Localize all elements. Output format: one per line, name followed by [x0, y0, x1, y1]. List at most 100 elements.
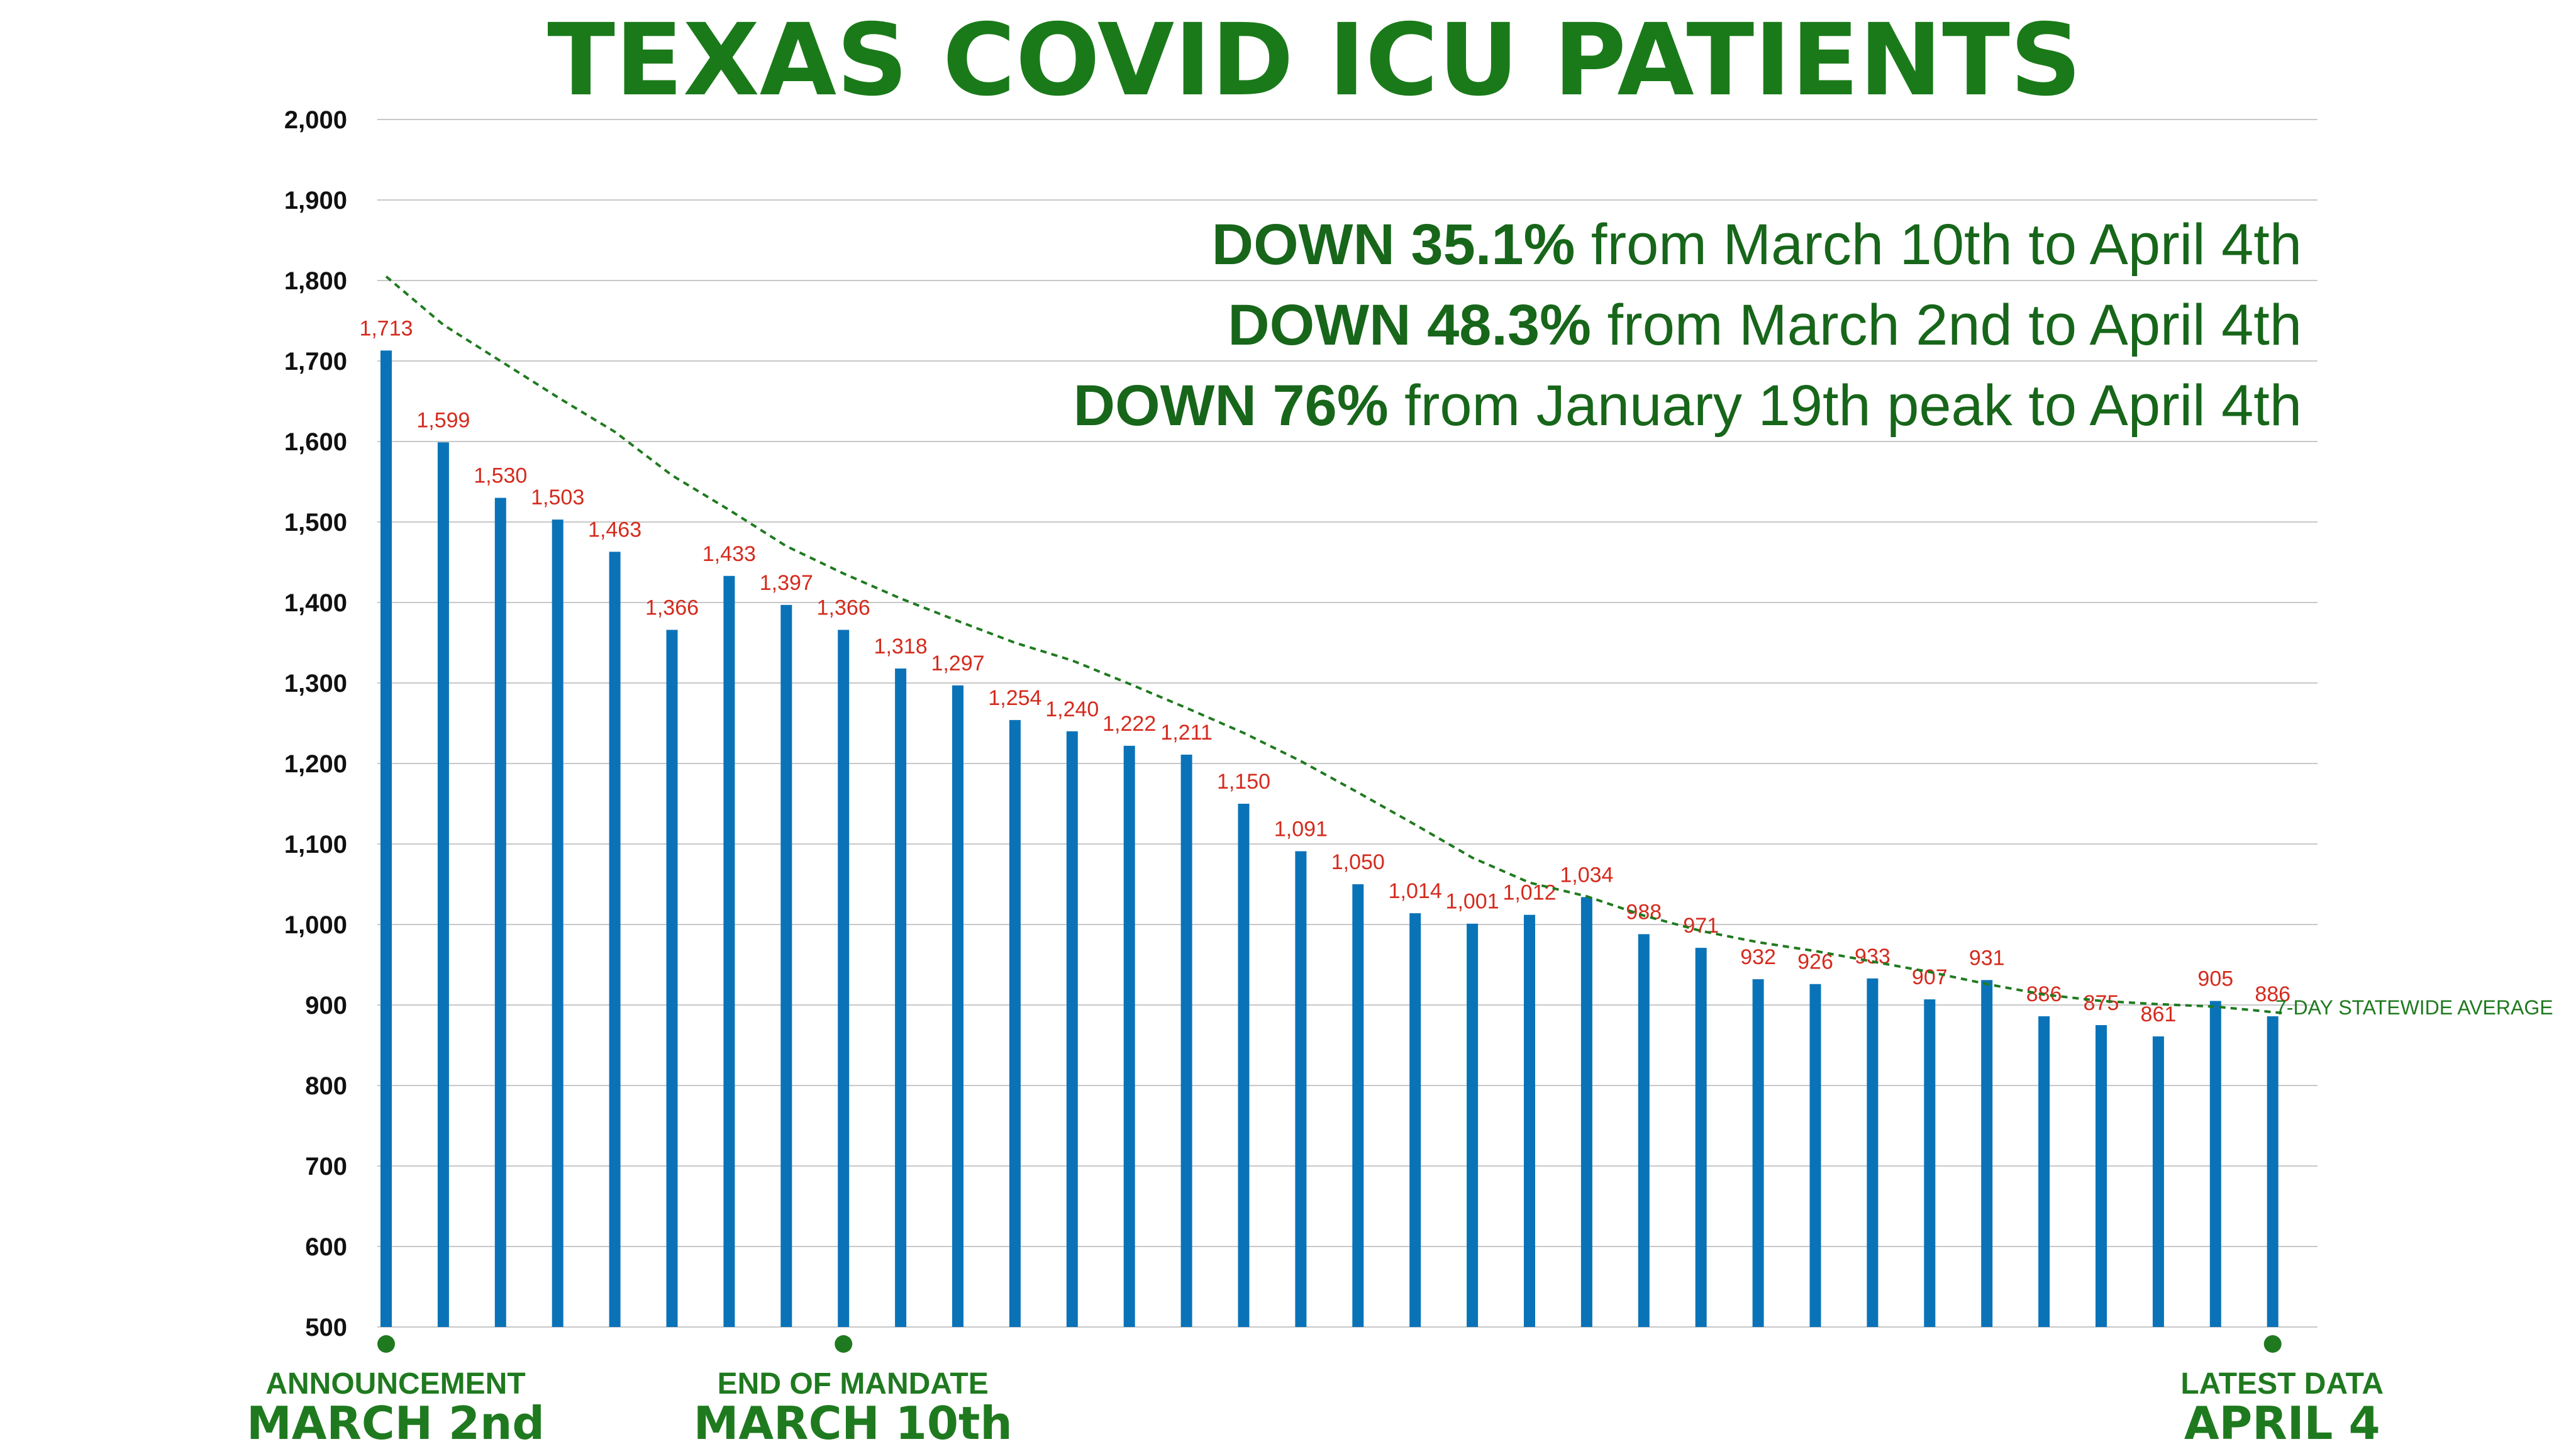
bar-value-label: 886 — [2255, 982, 2290, 1006]
bar — [2267, 1016, 2279, 1327]
y-tick-label: 1,400 — [284, 589, 347, 617]
bar-value-label: 1,366 — [645, 596, 699, 620]
bar-value-label: 861 — [2141, 1002, 2177, 1026]
bar-value-label: 1,713 — [359, 316, 413, 340]
bar-value-label: 905 — [2197, 967, 2233, 991]
bar — [1752, 979, 1764, 1327]
bar-value-label: 1,091 — [1274, 818, 1328, 841]
percent-change-annotation: DOWN 35.1% from March 10th to April 4th — [1212, 213, 2302, 277]
bar-value-label: 1,463 — [588, 518, 641, 541]
bar — [1580, 897, 1592, 1327]
percent-change-annotation: DOWN 76% from January 19th peak to April… — [1074, 374, 2302, 438]
bar-value-label: 1,397 — [760, 571, 813, 595]
bar — [1467, 923, 1479, 1327]
annotation-strong: DOWN 48.3% — [1228, 293, 1591, 357]
bar — [1981, 980, 1993, 1327]
y-tick-label: 600 — [305, 1233, 347, 1261]
bar — [494, 497, 506, 1327]
bar — [1638, 934, 1650, 1327]
percent-change-annotations: DOWN 35.1% from March 10th to April 4thD… — [1074, 213, 2302, 438]
percent-change-annotation: DOWN 48.3% from March 2nd to April 4th — [1228, 293, 2302, 357]
timeline-marker-dot — [2263, 1335, 2282, 1353]
timeline-marker-dot — [835, 1335, 853, 1353]
bar — [1123, 745, 1135, 1327]
marker-caption: END OF MANDATE — [718, 1367, 989, 1401]
bar — [952, 685, 963, 1327]
bar-value-label: 1,433 — [702, 542, 756, 566]
bar — [380, 350, 392, 1327]
bar — [2152, 1036, 2164, 1327]
y-tick-label: 1,000 — [284, 911, 347, 939]
bar — [2209, 1001, 2221, 1327]
marker-date: MARCH 10th — [694, 1397, 1013, 1449]
bar — [1409, 913, 1421, 1327]
bar — [666, 630, 678, 1327]
bar-value-label: 1,150 — [1217, 770, 1270, 794]
bar — [1295, 851, 1307, 1327]
annotation-strong: DOWN 35.1% — [1212, 213, 1575, 277]
bar — [723, 575, 735, 1327]
bar — [2038, 1016, 2050, 1327]
bar-value-label: 971 — [1683, 914, 1719, 938]
marker-caption: LATEST DATA — [2180, 1367, 2384, 1401]
bar-value-label: 1,530 — [474, 464, 527, 488]
bar — [1924, 999, 1936, 1327]
bar-value-label: 926 — [1797, 950, 1833, 974]
bar — [895, 668, 907, 1327]
bar-value-label: 1,366 — [817, 596, 870, 620]
y-tick-label: 1,100 — [284, 831, 347, 858]
annotation-strong: DOWN 76% — [1074, 374, 1389, 438]
y-tick-label: 1,200 — [284, 750, 347, 778]
gridlines — [377, 119, 2318, 1328]
bar — [1352, 884, 1364, 1327]
y-tick-label: 1,500 — [284, 509, 347, 536]
bar-value-label: 1,034 — [1560, 863, 1613, 887]
bar-value-label: 1,211 — [1160, 721, 1213, 745]
bar — [609, 552, 621, 1327]
bar-value-label: 1,050 — [1331, 850, 1385, 874]
marker-date: MARCH 2nd — [247, 1397, 545, 1449]
bar-value-label: 1,297 — [931, 652, 984, 675]
bar-value-label: 1,222 — [1102, 712, 1156, 736]
y-tick-label: 1,800 — [284, 267, 347, 295]
bar-value-label: 1,503 — [531, 486, 584, 509]
y-tick-label: 1,600 — [284, 428, 347, 456]
bar-value-label: 1,014 — [1389, 879, 1442, 903]
bar-value-label: 932 — [1740, 945, 1776, 969]
bar — [1009, 719, 1021, 1327]
y-tick-label: 1,300 — [284, 670, 347, 697]
bar-value-label: 1,254 — [988, 686, 1041, 710]
bar — [780, 604, 792, 1327]
marker-date: APRIL 4 — [2184, 1397, 2380, 1449]
average-line-label: 7-DAY STATEWIDE AVERAGE — [2275, 996, 2553, 1019]
bar-value-label: 1,012 — [1502, 881, 1556, 905]
bar-value-label: 1,599 — [416, 408, 470, 432]
bar-value-label: 1,001 — [1446, 890, 1499, 914]
y-axis-ticks: 2,000 1,900 1,800 1,700 1,600 1,500 1,400 1,300… — [284, 106, 347, 1341]
marker-caption: ANNOUNCEMENT — [265, 1367, 525, 1401]
y-tick-label: 500 — [305, 1314, 347, 1341]
bar — [1524, 914, 1535, 1327]
bar — [1180, 754, 1192, 1327]
annotation-rest: from January 19th peak to April 4th — [1389, 374, 2302, 438]
bar — [437, 442, 449, 1327]
bar — [1695, 948, 1707, 1327]
annotation-rest: from March 10th to April 4th — [1575, 213, 2302, 277]
bar — [1809, 984, 1821, 1327]
bar-value-label: 1,240 — [1045, 697, 1099, 721]
y-tick-label: 900 — [305, 992, 347, 1019]
bar — [1066, 731, 1078, 1327]
bar-value-label: 931 — [1969, 946, 2005, 970]
bars — [380, 350, 2279, 1328]
bar — [838, 630, 850, 1327]
bar-value-label: 1,318 — [874, 635, 928, 658]
annotation-rest: from March 2nd to April 4th — [1591, 293, 2302, 357]
y-tick-label: 800 — [305, 1072, 347, 1100]
y-tick-label: 700 — [305, 1153, 347, 1180]
y-tick-label: 2,000 — [284, 106, 347, 134]
bar — [1238, 804, 1250, 1327]
bar — [2096, 1025, 2107, 1327]
